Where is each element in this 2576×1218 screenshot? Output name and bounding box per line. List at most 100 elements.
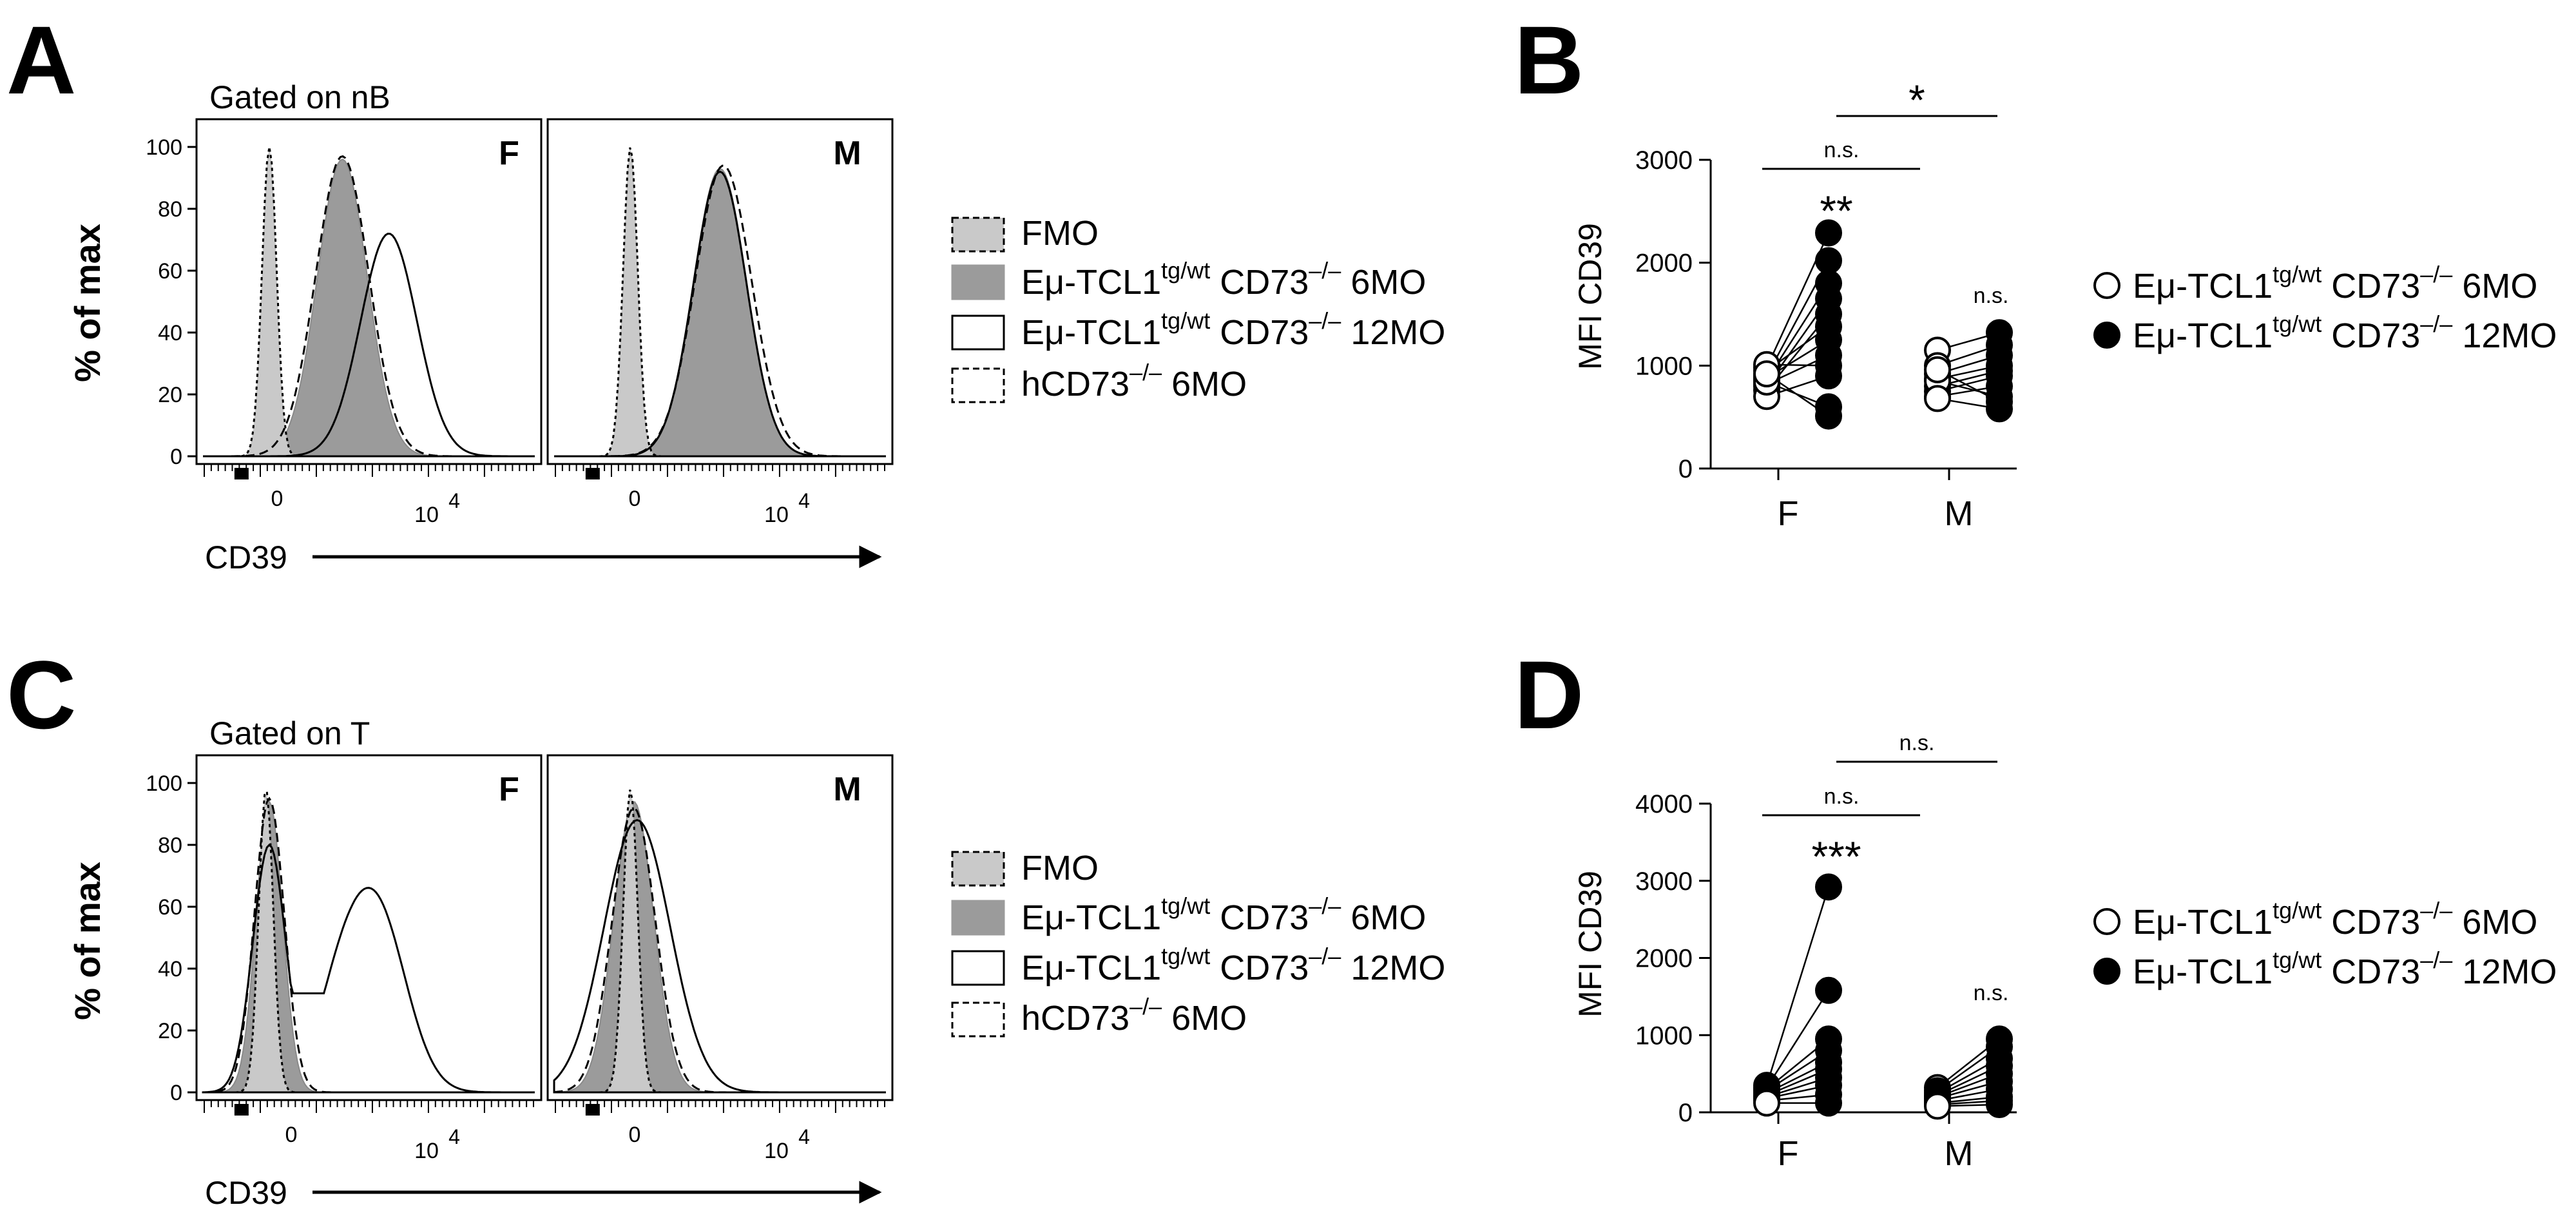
y-tick-label: 1000 bbox=[1635, 352, 1693, 380]
bracket-low-label-d: n.s. bbox=[1824, 784, 1860, 809]
legend-swatch-hcd73-a bbox=[951, 367, 1005, 403]
bracket-low-label-b: n.s. bbox=[1824, 138, 1860, 162]
y-tick-label: 40 bbox=[158, 957, 182, 981]
x-axis-label-c: CD39 bbox=[205, 1175, 287, 1211]
y-ticks-c: 0 20 40 60 80 100 bbox=[146, 771, 197, 1105]
dot-open-6mo bbox=[1924, 1092, 1951, 1120]
panel-b: B MFI CD39 0 1000 2000 3000 F M n.s. * ** n… bbox=[1514, 6, 2017, 533]
y-tick-label: 80 bbox=[158, 833, 182, 858]
dot-open-6mo bbox=[1753, 360, 1780, 388]
panel-letter-d: D bbox=[1514, 641, 1584, 749]
x-tick-exp-a-m: 4 bbox=[798, 489, 810, 512]
y-tick-label: 100 bbox=[146, 135, 182, 160]
legend-label-fmo-a: FMO bbox=[1021, 214, 1099, 253]
panel-letter-a: A bbox=[6, 6, 76, 114]
y-tick-label: 80 bbox=[158, 197, 182, 222]
legend-marker-filled-d bbox=[2093, 958, 2120, 985]
x-tick-0-c-f: 0 bbox=[285, 1123, 298, 1147]
dots-b bbox=[1753, 219, 2013, 430]
x-axis-zero-marker bbox=[585, 1104, 600, 1116]
y-tick-label: 4000 bbox=[1635, 790, 1693, 818]
dot-filled-12mo bbox=[1815, 402, 1842, 430]
x-tick-10-a-m: 10 bbox=[764, 503, 789, 527]
hist-curve-6mo bbox=[554, 168, 886, 457]
pair-line bbox=[1765, 886, 1830, 1086]
y-tick-label: 60 bbox=[158, 259, 182, 284]
y-ticks-a: 0 20 40 60 80 100 bbox=[146, 135, 197, 469]
y-axis-label-a: % of max bbox=[67, 224, 108, 382]
hist-curve-hcd73-6mo bbox=[203, 155, 535, 458]
legend-swatch-6mo-c bbox=[951, 900, 1005, 936]
x-axis-label-a: CD39 bbox=[205, 539, 287, 575]
y-tick-label: 3000 bbox=[1635, 146, 1693, 175]
y-tick-label: 0 bbox=[1678, 455, 1693, 483]
hist-curves-c-f bbox=[202, 789, 535, 1094]
y-tick-label: 60 bbox=[158, 895, 182, 920]
m-significance-b: n.s. bbox=[1974, 284, 2009, 308]
f-significance-b: ** bbox=[1820, 187, 1852, 235]
dot-open-6mo bbox=[1924, 385, 1951, 412]
legend-label-6mo-c: Eμ-TCL1tg/wt CD73–/– 6MO bbox=[1021, 893, 1426, 937]
facet-box-c-m bbox=[546, 754, 894, 1101]
legend-label-open-d: Eμ-TCL1tg/wt CD73–/– 6MO bbox=[2133, 897, 2537, 942]
bracket-high-label-b: * bbox=[1908, 76, 1925, 124]
facet-label-c-m: M bbox=[833, 771, 861, 808]
facet-label-a-f: F bbox=[499, 135, 519, 172]
dot-filled-12mo bbox=[1815, 873, 1842, 901]
dot-filled-12mo bbox=[1986, 395, 2013, 423]
y-tick-label: 0 bbox=[1678, 1099, 1693, 1127]
x-tick-10-c-m: 10 bbox=[764, 1139, 789, 1163]
dot-open-6mo bbox=[1753, 1089, 1780, 1117]
hist-legend-a: FMO Eμ-TCL1tg/wt CD73–/– 6MO Eμ-TCL1tg/w… bbox=[951, 214, 1445, 403]
facet-box-a-m bbox=[546, 118, 894, 465]
axes-b: 0 1000 2000 3000 bbox=[1635, 146, 2017, 483]
y-tick-label: 2000 bbox=[1635, 945, 1693, 973]
y-tick-label: 0 bbox=[170, 1081, 182, 1105]
x-ticks-a bbox=[204, 464, 885, 479]
legend-marker-filled-b bbox=[2093, 322, 2120, 349]
hist-curves-a-m bbox=[554, 147, 886, 458]
gate-title-c: Gated on T bbox=[209, 715, 370, 751]
x-tick-exp-c-f: 4 bbox=[448, 1125, 460, 1148]
dot-legend-d: Eμ-TCL1tg/wt CD73–/– 6MO Eμ-TCL1tg/wt CD… bbox=[2093, 897, 2557, 991]
y-tick-label: 100 bbox=[146, 771, 182, 796]
dot-filled-12mo bbox=[1815, 1089, 1842, 1117]
y-axis-label-c: % of max bbox=[67, 862, 108, 1020]
legend-marker-open-d bbox=[2093, 908, 2120, 935]
facet-label-c-f: F bbox=[499, 771, 519, 808]
m-significance-d: n.s. bbox=[1974, 981, 2009, 1005]
panel-d: D MFI CD39 0 1000 2000 3000 4000 F M n.s. n.… bbox=[1514, 641, 2017, 1173]
x-tick-10-c-f: 10 bbox=[414, 1139, 439, 1163]
f-significance-d: *** bbox=[1811, 833, 1861, 880]
y-tick-label: 1000 bbox=[1635, 1021, 1693, 1050]
dot-filled-12mo bbox=[1815, 219, 1842, 247]
legend-swatch-12mo-c bbox=[951, 950, 1005, 986]
legend-label-open-b: Eμ-TCL1tg/wt CD73–/– 6MO bbox=[2133, 261, 2537, 305]
panel-letter-b: B bbox=[1514, 6, 1584, 114]
axes-d: 0 1000 2000 3000 4000 bbox=[1635, 790, 2017, 1127]
hist-curve-6mo bbox=[553, 801, 886, 1093]
legend-label-6mo-a: Eμ-TCL1tg/wt CD73–/– 6MO bbox=[1021, 257, 1426, 302]
legend-swatch-6mo-a bbox=[951, 264, 1005, 300]
panel-letter-c: C bbox=[6, 641, 76, 749]
x-axis-zero-marker bbox=[585, 468, 600, 479]
pair-lines-b bbox=[1765, 232, 2000, 417]
category-label-b-f: F bbox=[1778, 494, 1799, 533]
dot-filled-12mo bbox=[1815, 247, 1842, 275]
dot-legend-b: Eμ-TCL1tg/wt CD73–/– 6MO Eμ-TCL1tg/wt CD… bbox=[2093, 261, 2557, 355]
y-tick-label: 20 bbox=[158, 1019, 182, 1043]
hist-curve-hcd73-6mo bbox=[554, 164, 886, 458]
y-tick-label: 0 bbox=[170, 445, 182, 469]
hist-curves-c-m bbox=[553, 789, 886, 1094]
x-tick-10-a-f: 10 bbox=[414, 503, 439, 527]
facet-box-c-f bbox=[195, 754, 543, 1101]
y-tick-label: 20 bbox=[158, 383, 182, 407]
y-tick-label: 3000 bbox=[1635, 867, 1693, 896]
x-ticks-c bbox=[204, 1100, 885, 1116]
legend-swatch-hcd73-c bbox=[951, 1001, 1005, 1038]
bracket-high-label-d: n.s. bbox=[1899, 731, 1935, 755]
x-tick-0-a-f: 0 bbox=[271, 487, 284, 511]
y-axis-label-b: MFI CD39 bbox=[1572, 223, 1608, 370]
